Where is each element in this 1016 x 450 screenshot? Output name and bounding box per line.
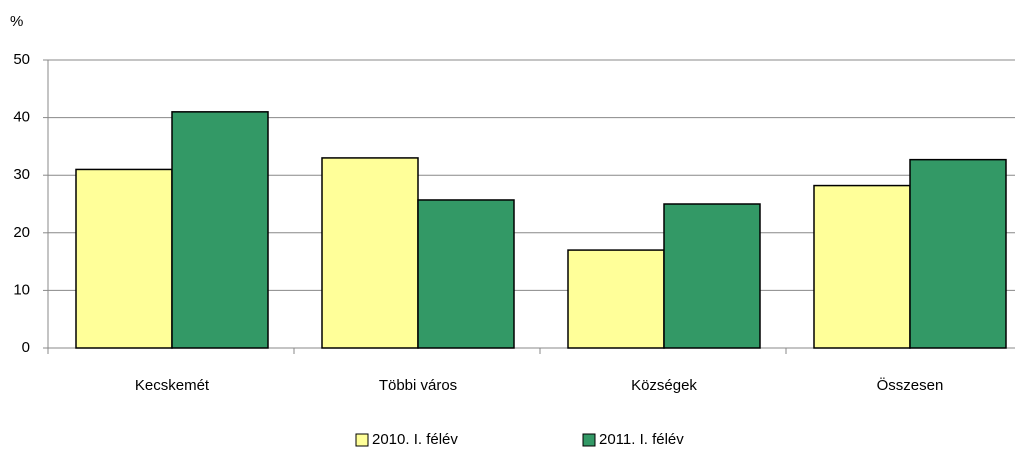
legend-swatch <box>582 433 596 447</box>
y-tick-label: 20 <box>13 224 30 241</box>
x-tick-label: Többi város <box>379 377 457 394</box>
bar <box>567 249 665 349</box>
bar <box>75 168 173 349</box>
y-axis-label: % <box>10 13 23 30</box>
x-tick-label: Összesen <box>877 376 944 394</box>
bar <box>321 157 419 349</box>
x-tick-label: Községek <box>631 377 697 394</box>
y-tick-label: 30 <box>13 166 30 183</box>
y-tick-label: 0 <box>22 339 30 356</box>
y-tick-label: 50 <box>13 51 30 68</box>
x-tick-label: Kecskemét <box>135 377 210 394</box>
y-tick-label: 40 <box>13 109 30 126</box>
bar <box>417 199 515 349</box>
bar <box>663 203 761 349</box>
bar <box>171 111 269 349</box>
bar <box>813 184 911 349</box>
legend-swatch <box>355 433 369 447</box>
bar <box>909 158 1007 349</box>
legend-label: 2010. I. félév <box>372 431 458 448</box>
y-tick-label: 10 <box>13 281 30 298</box>
legend-label: 2011. I. félév <box>599 431 684 448</box>
